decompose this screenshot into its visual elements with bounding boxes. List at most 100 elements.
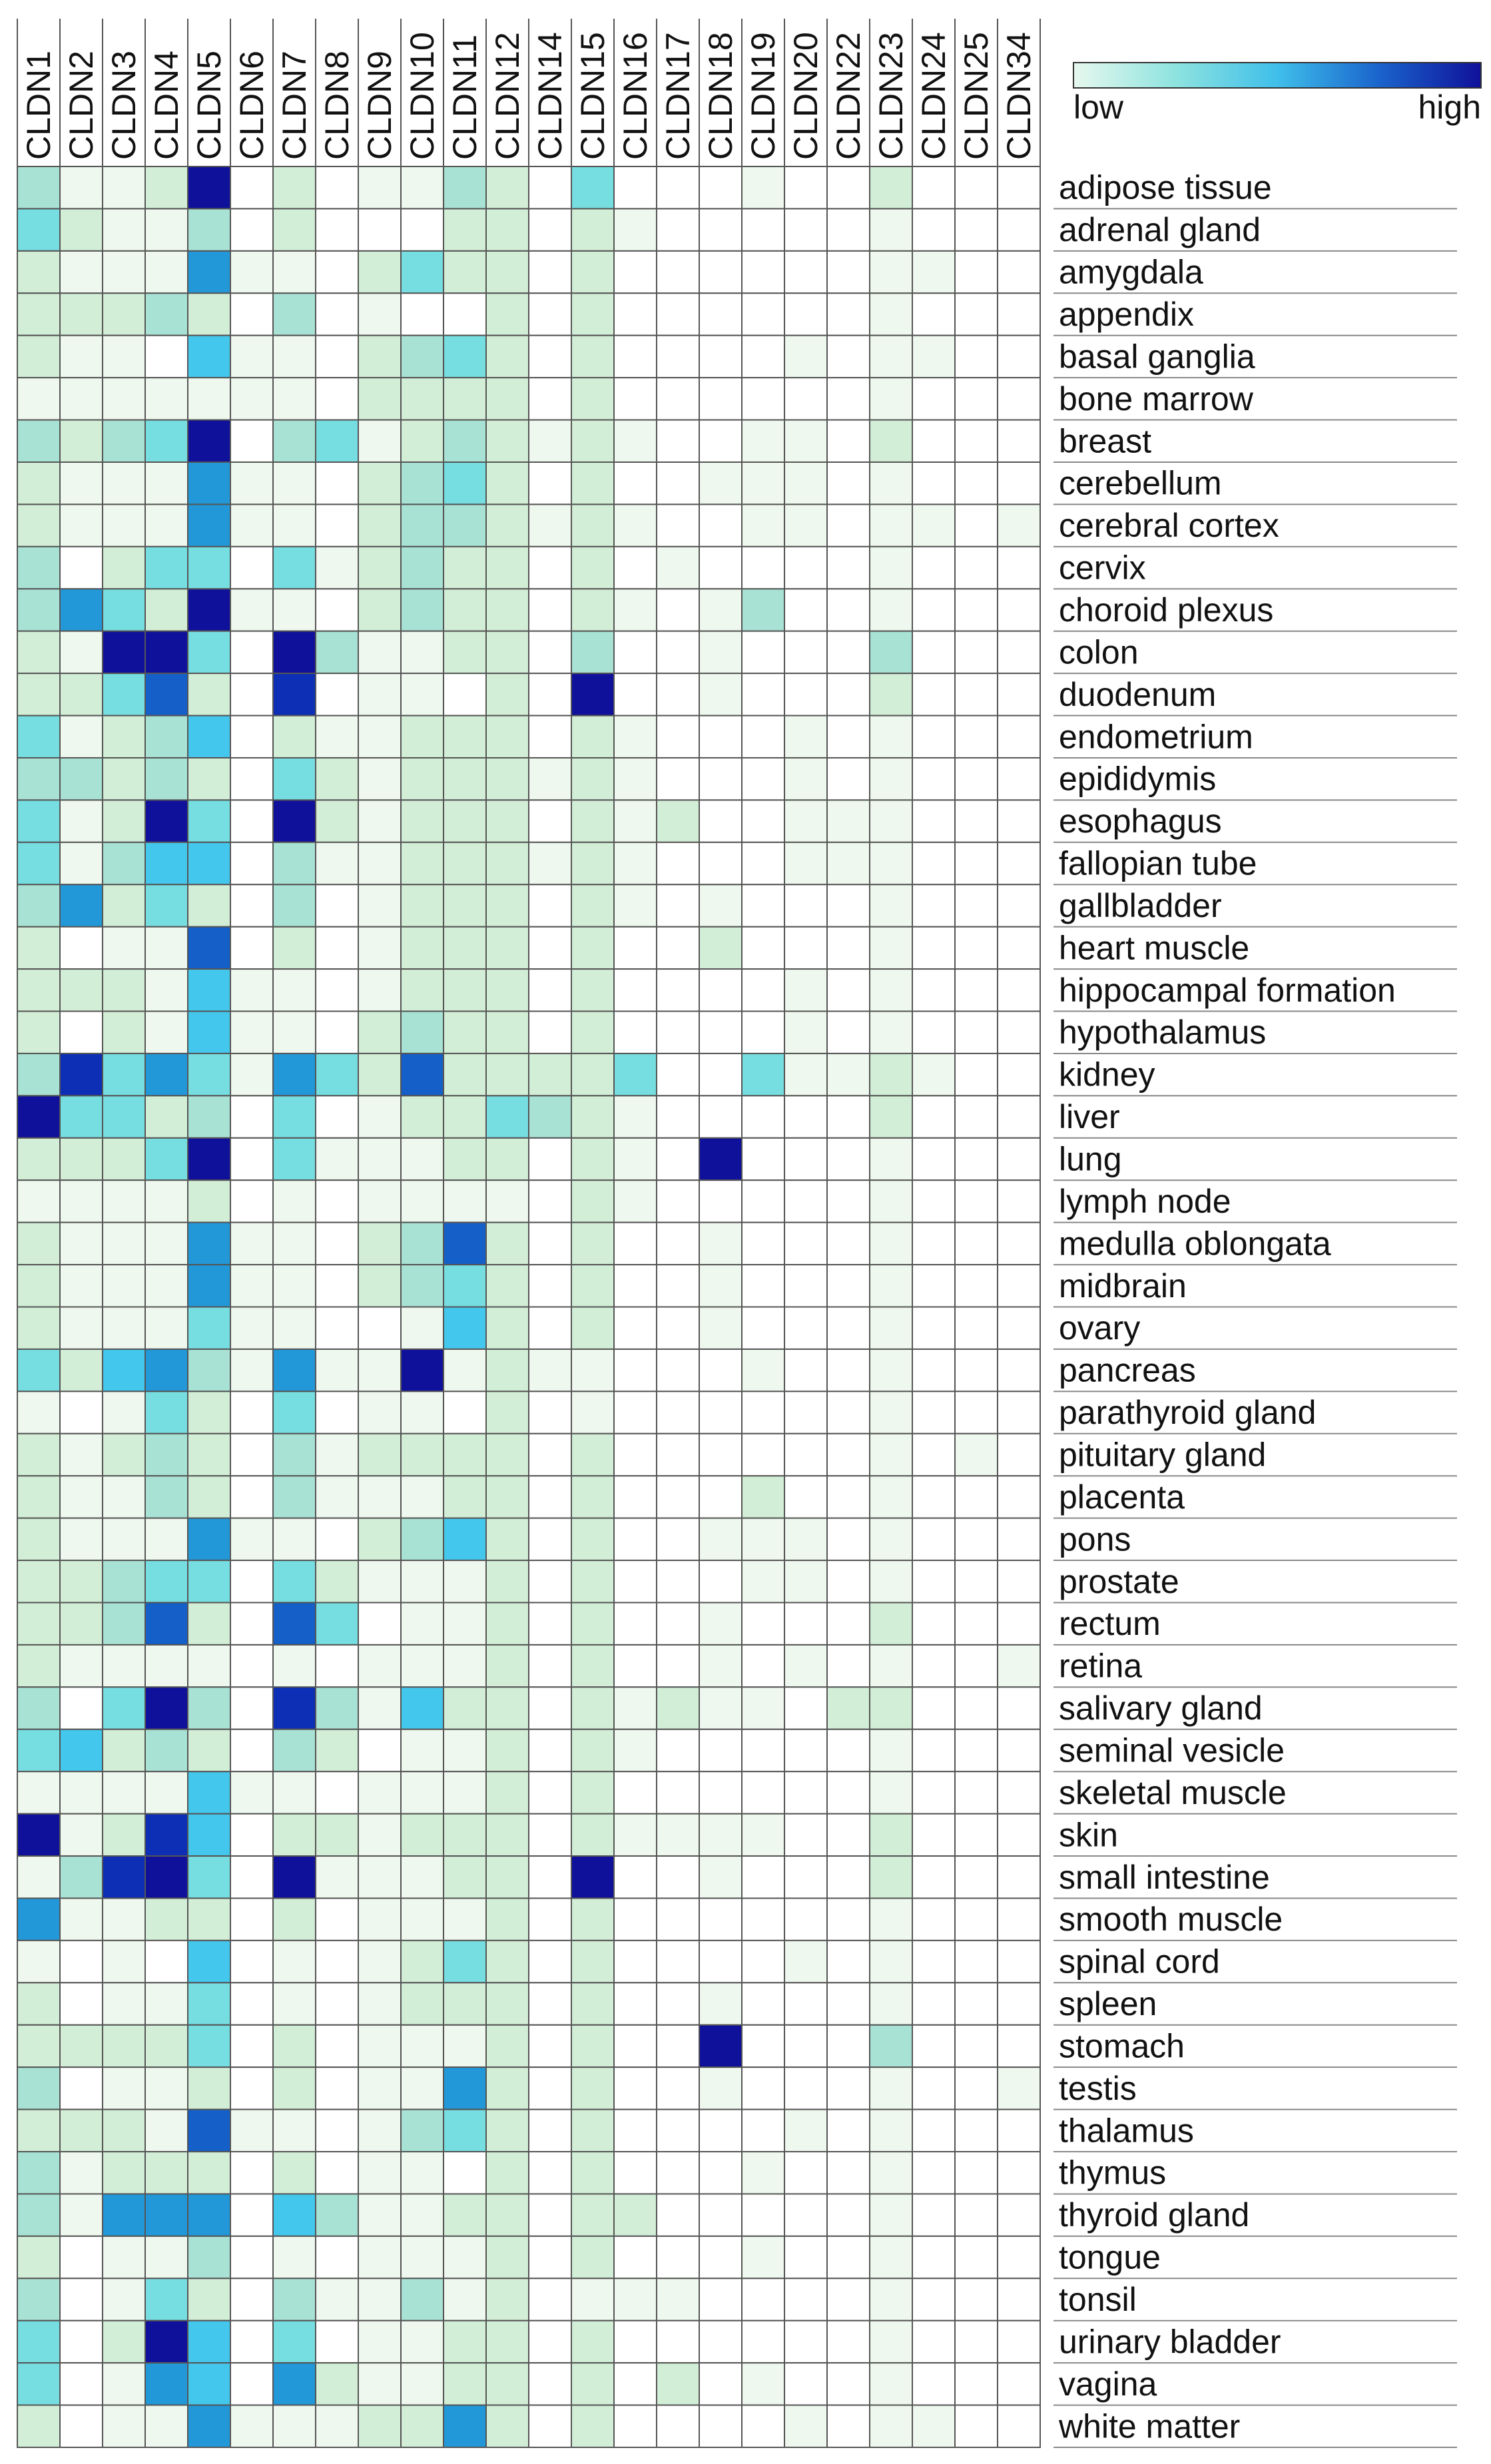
heatmap-cell: [59, 250, 103, 294]
heatmap-cell: [187, 461, 231, 505]
heatmap-cell: [59, 1855, 103, 1899]
heatmap-cell: [17, 884, 61, 928]
column-label: CLDN34: [1000, 32, 1038, 160]
heatmap-cell: [315, 377, 359, 421]
heatmap-cell: [145, 2404, 188, 2449]
heatmap-cell: [230, 503, 274, 547]
heatmap-cell: [272, 461, 316, 505]
heatmap-cell: [784, 757, 828, 801]
heatmap-cell: [869, 1264, 913, 1308]
heatmap-cell: [59, 377, 103, 421]
heatmap-cell: [485, 461, 529, 505]
heatmap-cell: [954, 2193, 998, 2237]
heatmap-cell: [784, 2024, 828, 2068]
heatmap-cell: [571, 757, 615, 801]
heatmap-cell: [59, 2235, 103, 2280]
heatmap-cell: [571, 1897, 615, 1941]
heatmap-cell: [954, 673, 998, 717]
heatmap-cell: [784, 1771, 828, 1815]
heatmap-cell: [912, 1179, 956, 1223]
heatmap-cell: [912, 630, 956, 675]
heatmap-cell: [741, 926, 785, 970]
heatmap-cell: [869, 208, 913, 252]
heatmap-cell: [571, 2024, 615, 2068]
heatmap-cell: [230, 461, 274, 505]
heatmap-cell: [358, 208, 402, 252]
heatmap-cell: [358, 2404, 402, 2449]
heatmap-cell: [528, 2362, 572, 2406]
heatmap-cell: [102, 757, 146, 801]
heatmap-cell: [187, 884, 231, 928]
heatmap-cell: [443, 2319, 487, 2364]
heatmap-cell: [400, 799, 444, 843]
heatmap-cell: [443, 1475, 487, 1519]
heatmap-cell: [230, 1095, 274, 1139]
heatmap-cell: [59, 926, 103, 970]
heatmap-cell: [912, 757, 956, 801]
heatmap-cell: [443, 2024, 487, 2068]
heatmap-cell: [826, 1855, 870, 1899]
heatmap-cell: [912, 1644, 956, 1688]
heatmap-cell: [187, 2235, 231, 2280]
column-label: CLDN25: [958, 32, 995, 160]
heatmap-cell: [656, 841, 700, 886]
heatmap-cell: [400, 1686, 444, 1730]
heatmap-cell: [784, 1348, 828, 1392]
heatmap-cell: [784, 630, 828, 675]
heatmap-cell: [997, 673, 1041, 717]
heatmap-cell: [826, 2151, 870, 2195]
heatmap-cell: [784, 1560, 828, 1604]
heatmap-cell: [954, 2024, 998, 2068]
heatmap-cell: [315, 503, 359, 547]
heatmap-cell: [145, 1010, 188, 1054]
heatmap-cell: [613, 715, 657, 759]
heatmap-cell: [230, 1475, 274, 1519]
heatmap-cell: [443, 1390, 487, 1434]
heatmap-cell: [826, 1686, 870, 1730]
heatmap-cell: [187, 1306, 231, 1350]
heatmap-cell: [485, 1813, 529, 1857]
heatmap-cell: [230, 1982, 274, 2026]
heatmap-cell: [102, 545, 146, 590]
heatmap-cell: [699, 2193, 743, 2237]
heatmap-cell: [699, 1179, 743, 1223]
heatmap-cell: [59, 208, 103, 252]
row-label: basal ganglia: [1059, 338, 1255, 375]
heatmap-cell: [485, 1432, 529, 1477]
heatmap-cell: [571, 1010, 615, 1054]
heatmap-cell: [613, 1264, 657, 1308]
heatmap-cell: [784, 503, 828, 547]
heatmap-cell: [230, 419, 274, 463]
heatmap-cell: [315, 1179, 359, 1223]
heatmap-cell: [997, 1560, 1041, 1604]
heatmap-cell: [358, 1221, 402, 1266]
heatmap-cell: [272, 1390, 316, 1434]
heatmap-cell: [826, 630, 870, 675]
heatmap-cell: [102, 1475, 146, 1519]
heatmap-cell: [826, 208, 870, 252]
heatmap-cell: [613, 1560, 657, 1604]
heatmap-cell: [230, 2108, 274, 2153]
heatmap-cell: [187, 2362, 231, 2406]
heatmap-cell: [571, 1475, 615, 1519]
row-label: gallbladder: [1059, 887, 1222, 924]
row-label: heart muscle: [1059, 929, 1249, 966]
heatmap-cell: [613, 377, 657, 421]
heatmap-cell: [443, 2404, 487, 2449]
legend-low-label: low: [1073, 89, 1124, 126]
heatmap-cell: [656, 1390, 700, 1434]
heatmap-cell: [230, 2319, 274, 2364]
heatmap-cell: [912, 419, 956, 463]
heatmap-cell: [954, 884, 998, 928]
row-label: lung: [1059, 1141, 1122, 1178]
heatmap-cell: [656, 968, 700, 1012]
heatmap-cell: [997, 1348, 1041, 1392]
heatmap-cell: [613, 1602, 657, 1646]
heatmap-cell: [741, 1475, 785, 1519]
heatmap-cell: [102, 208, 146, 252]
heatmap-cell: [17, 2319, 61, 2364]
heatmap-cell: [528, 1095, 572, 1139]
heatmap-cell: [784, 461, 828, 505]
heatmap-cell: [741, 1771, 785, 1815]
heatmap-cell: [784, 2193, 828, 2237]
